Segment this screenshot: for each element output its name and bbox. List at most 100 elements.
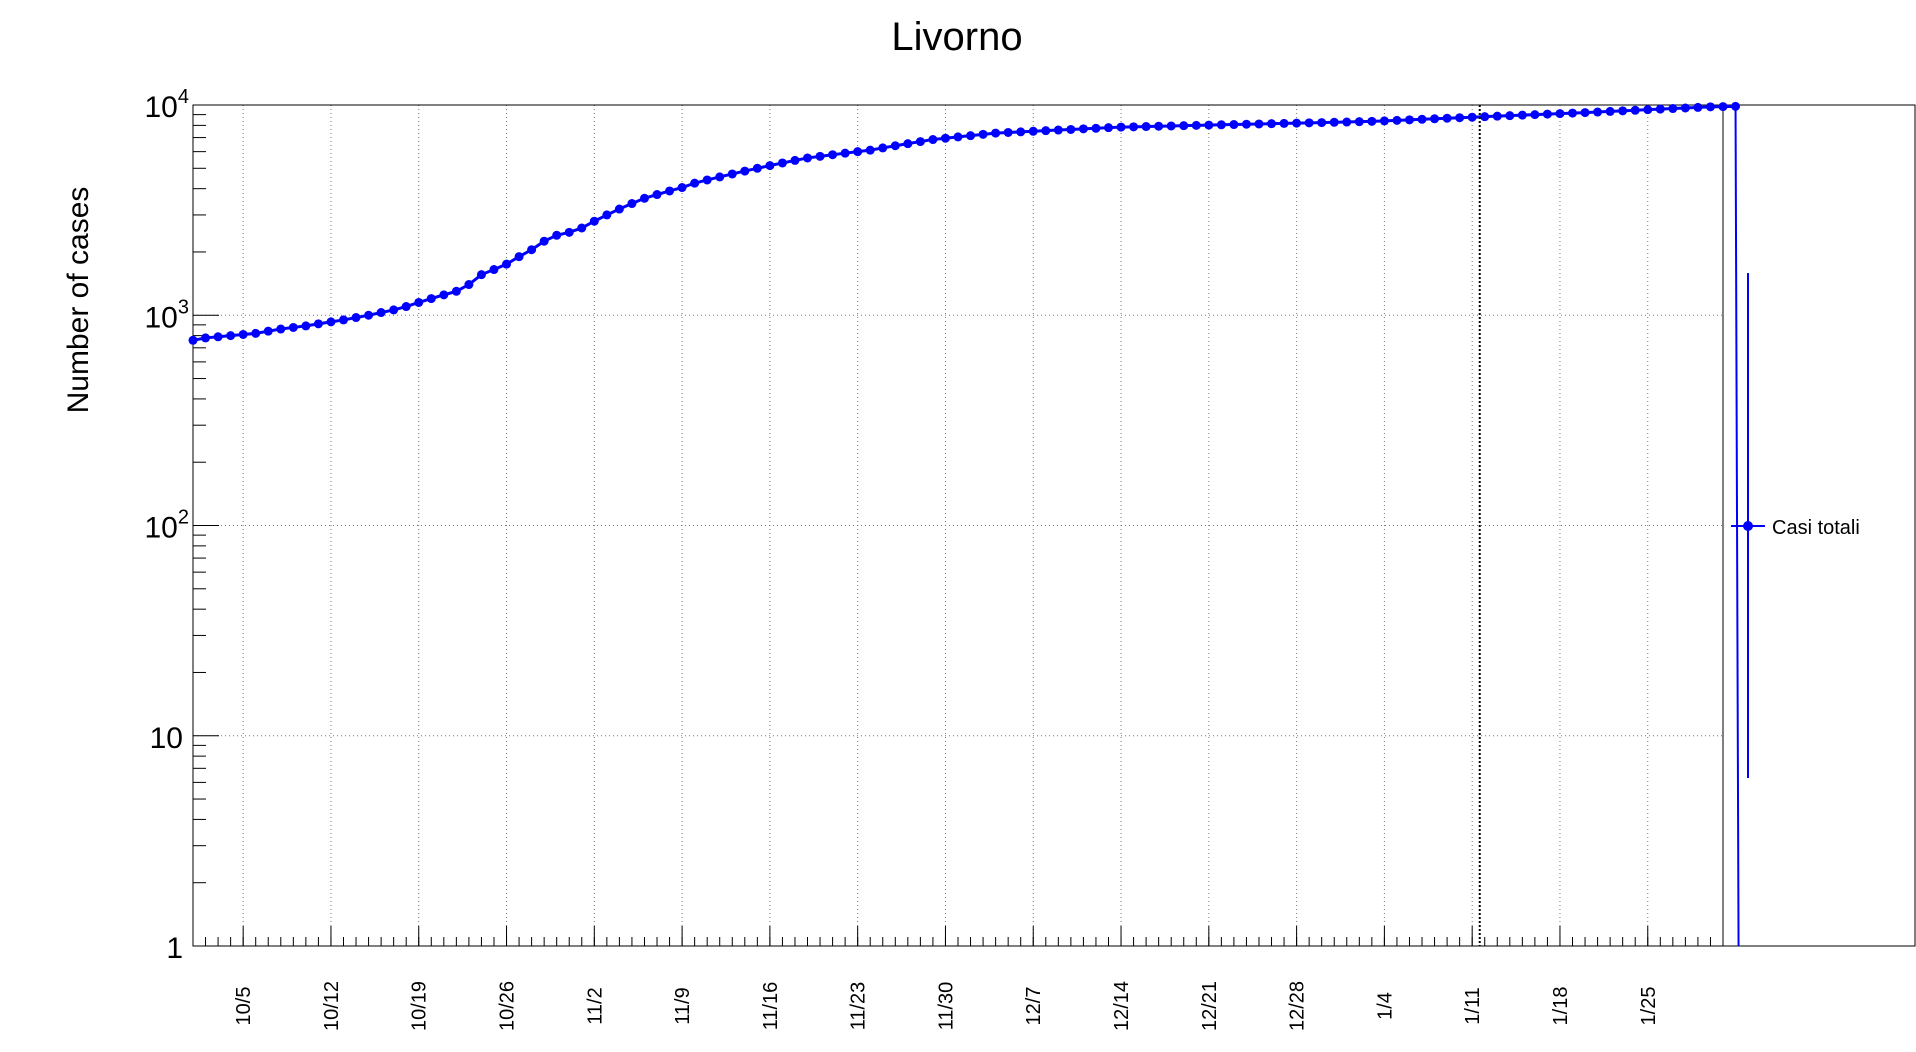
data-point bbox=[853, 147, 863, 157]
data-point bbox=[238, 329, 248, 339]
data-point bbox=[1066, 124, 1076, 134]
data-point bbox=[1530, 110, 1540, 120]
data-point bbox=[1542, 109, 1552, 119]
data-point bbox=[1467, 112, 1477, 122]
x-tick-label: 10/19 bbox=[409, 981, 431, 1031]
data-point bbox=[1279, 118, 1289, 128]
data-point bbox=[991, 128, 1001, 138]
data-point bbox=[564, 227, 574, 237]
x-tick-label: 1/25 bbox=[1638, 987, 1660, 1026]
x-tick-label: 11/30 bbox=[935, 982, 957, 1031]
data-point bbox=[439, 290, 449, 300]
data-point bbox=[552, 230, 562, 240]
x-tick-labels: 10/5 10/12 10/19 10/26 11/2 11/9 11/16 11/23 11/… bbox=[233, 981, 1660, 1031]
data-point bbox=[1241, 119, 1251, 129]
data-point bbox=[351, 313, 361, 323]
data-point bbox=[539, 236, 549, 246]
data-point bbox=[1618, 106, 1628, 116]
data-point bbox=[1053, 125, 1063, 135]
data-point bbox=[665, 186, 675, 196]
data-point bbox=[1116, 122, 1126, 132]
data-point bbox=[978, 129, 988, 139]
data-point bbox=[1003, 127, 1013, 137]
data-point bbox=[840, 148, 850, 158]
data-point bbox=[1430, 114, 1440, 124]
data-point bbox=[364, 310, 374, 320]
legend: Casi totali bbox=[1731, 273, 1860, 778]
data-point bbox=[188, 335, 198, 345]
chart-title: Livorno bbox=[891, 15, 1022, 59]
data-point bbox=[502, 259, 512, 269]
data-point bbox=[1693, 102, 1703, 112]
data-point bbox=[414, 297, 424, 307]
data-point bbox=[1593, 107, 1603, 117]
data-point bbox=[514, 252, 524, 262]
data-point bbox=[1354, 117, 1364, 127]
x-tick-label: 11/16 bbox=[760, 982, 782, 1031]
data-point bbox=[1041, 126, 1051, 136]
data-point bbox=[1442, 113, 1452, 123]
data-point bbox=[401, 302, 411, 312]
x-tick-label: 1/4 bbox=[1374, 992, 1396, 1020]
data-point bbox=[1417, 114, 1427, 124]
data-point bbox=[715, 172, 725, 182]
data-point bbox=[589, 216, 599, 226]
data-point bbox=[1078, 124, 1088, 134]
data-point bbox=[815, 151, 825, 161]
data-point bbox=[389, 305, 399, 315]
legend-label: Casi totali bbox=[1772, 517, 1860, 539]
data-point bbox=[1731, 101, 1741, 111]
series-casi-totali bbox=[188, 101, 1741, 947]
data-point bbox=[966, 131, 976, 141]
data-point bbox=[1229, 120, 1239, 130]
data-point bbox=[652, 190, 662, 200]
data-point bbox=[1680, 103, 1690, 113]
data-point bbox=[602, 210, 612, 220]
data-point bbox=[1191, 120, 1201, 130]
data-point bbox=[1404, 115, 1414, 125]
data-point bbox=[865, 145, 875, 155]
y-tick-label: 104 bbox=[145, 86, 190, 124]
data-point bbox=[1367, 116, 1377, 126]
y-tick-label: 10 bbox=[150, 722, 183, 755]
data-point bbox=[489, 265, 499, 275]
x-tick-label: 11/9 bbox=[672, 987, 694, 1024]
data-point bbox=[1480, 112, 1490, 122]
data-point bbox=[1028, 126, 1038, 136]
data-point bbox=[828, 150, 838, 160]
data-point bbox=[928, 135, 938, 145]
data-point bbox=[1166, 121, 1176, 131]
data-point bbox=[1016, 127, 1026, 137]
data-point bbox=[527, 245, 537, 255]
data-point bbox=[1655, 104, 1665, 114]
data-point bbox=[313, 319, 323, 329]
data-point bbox=[1455, 113, 1465, 123]
data-point bbox=[276, 324, 286, 334]
data-point bbox=[577, 223, 587, 233]
data-point bbox=[1568, 108, 1578, 118]
y-axis-label: Number of cases bbox=[62, 187, 95, 414]
data-point bbox=[1580, 108, 1590, 118]
data-point bbox=[426, 294, 436, 304]
data-point bbox=[1292, 118, 1302, 128]
series-line bbox=[192, 104, 1736, 342]
x-tick-label: 12/7 bbox=[1023, 987, 1045, 1026]
data-point bbox=[1204, 120, 1214, 130]
data-point bbox=[803, 153, 813, 163]
x-tick-label: 12/28 bbox=[1287, 981, 1309, 1031]
x-tick-label: 1/18 bbox=[1550, 987, 1572, 1026]
data-point bbox=[1179, 121, 1189, 131]
data-point bbox=[614, 204, 624, 214]
data-point bbox=[627, 199, 637, 209]
data-point bbox=[740, 166, 750, 176]
data-point bbox=[1492, 111, 1502, 121]
data-point bbox=[790, 155, 800, 165]
data-point bbox=[1141, 122, 1151, 132]
x-tick-label: 1/11 bbox=[1462, 987, 1484, 1024]
data-point bbox=[727, 169, 737, 179]
data-point bbox=[1517, 110, 1527, 120]
data-point bbox=[1668, 104, 1678, 114]
grid bbox=[193, 105, 1723, 946]
y-tick-label: 1 bbox=[166, 932, 183, 965]
data-point bbox=[1718, 102, 1728, 112]
